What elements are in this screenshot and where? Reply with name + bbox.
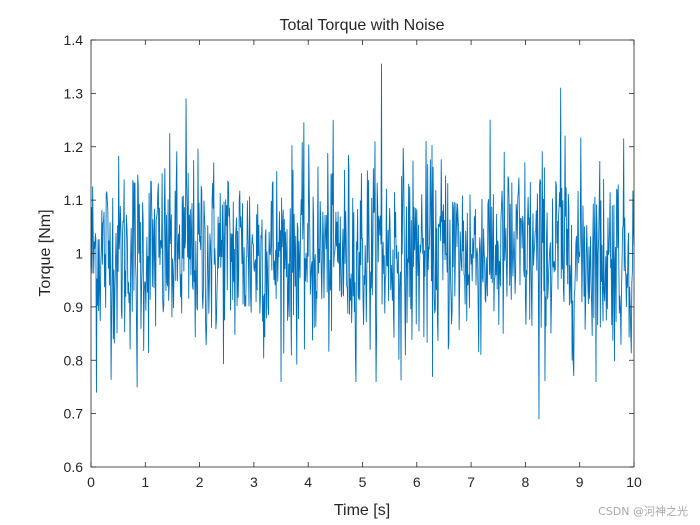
x-tick-label: 4 (304, 474, 312, 490)
x-tick-label: 8 (522, 474, 530, 490)
y-tick-label: 1.4 (64, 32, 84, 48)
x-axis-label: Time [s] (334, 502, 390, 519)
y-tick-label: 0.6 (64, 459, 84, 475)
x-tick-label: 2 (196, 474, 204, 490)
y-axis-label: Torque [Nm] (37, 209, 54, 296)
y-tick-label: 1 (75, 246, 83, 262)
y-tick-label: 0.8 (64, 352, 84, 368)
x-tick-label: 0 (87, 474, 95, 490)
x-tick-label: 5 (359, 474, 367, 490)
x-tick-label: 6 (413, 474, 421, 490)
y-tick-label: 0.9 (64, 299, 84, 315)
x-tick-label: 9 (576, 474, 584, 490)
torque-series-group (90, 63, 635, 420)
chart-title: Total Torque with Noise (279, 17, 444, 34)
watermark: CSDN @河神之光 (598, 505, 688, 518)
y-axis: 0.6 0.7 0.8 0.9 1 1.1 1.2 1.3 1.4 (64, 32, 634, 475)
x-axis: 0 1 2 3 4 5 6 7 8 9 10 (87, 40, 642, 490)
x-tick-label: 10 (626, 474, 642, 490)
plot-area (90, 39, 635, 468)
y-tick-label: 0.7 (64, 406, 84, 422)
x-tick-label: 1 (141, 474, 149, 490)
y-tick-label: 1.3 (64, 85, 84, 101)
y-tick-label: 1.2 (64, 139, 84, 155)
torque-series-line (90, 63, 635, 420)
x-tick-label: 3 (250, 474, 258, 490)
x-tick-label: 7 (467, 474, 475, 490)
y-tick-label: 1.1 (64, 192, 84, 208)
